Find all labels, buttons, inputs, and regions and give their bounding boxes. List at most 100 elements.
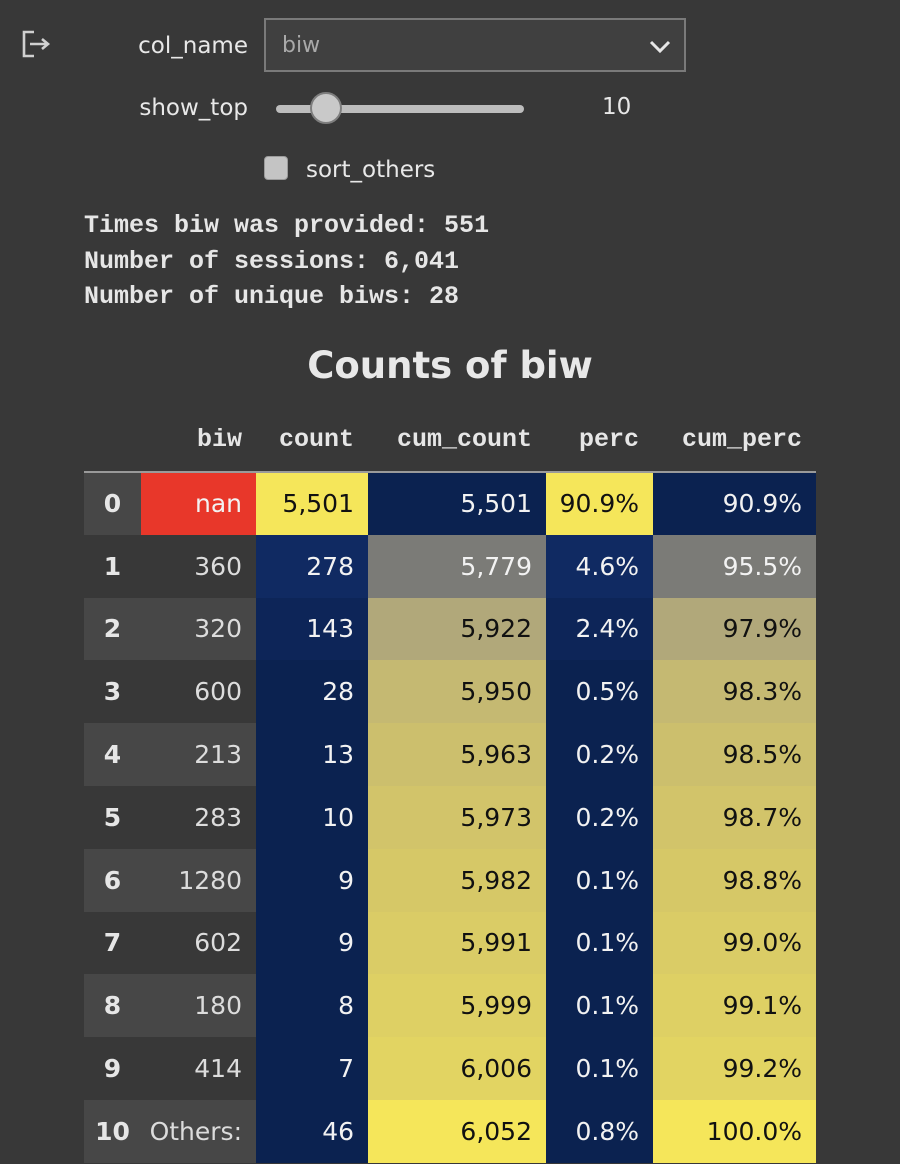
row-index: 8 [84,974,141,1038]
cell-count: 10 [256,785,368,849]
cell-perc: 90.9% [546,472,653,535]
cell-perc: 0.8% [546,1099,653,1163]
cell-count: 28 [256,660,368,724]
cell-cum-perc: 99.1% [653,974,816,1038]
cell-perc: 2.4% [546,597,653,661]
column-header-cum-perc: cum_perc [653,408,816,473]
cell-cum-count: 5,779 [368,534,546,598]
output-toggle-icon[interactable] [20,28,54,60]
cell-cum-count: 5,999 [368,974,546,1038]
stdout-line-unique: Number of unique biws: 28 [84,282,460,311]
cell-perc: 0.5% [546,660,653,724]
sort-others-label[interactable]: sort_others [306,157,436,183]
cell-count: 46 [256,1099,368,1163]
column-header-count: count [256,408,368,473]
table-row: 9 414 7 6,006 0.1% 99.2% [84,1037,816,1100]
column-header-cum-count: cum_count [368,408,546,473]
cell-cum-perc: 97.9% [653,597,816,661]
cell-biw: 213 [141,723,256,786]
row-index: 0 [84,472,141,535]
table-header-row: biw count cum_count perc cum_perc [84,408,816,473]
cell-perc: 0.2% [546,785,653,849]
cell-count: 13 [256,723,368,786]
cell-cum-perc: 95.5% [653,534,816,598]
chevron-down-icon [649,40,671,54]
row-index: 2 [84,597,141,661]
cell-count: 9 [256,911,368,975]
cell-cum-count: 5,991 [368,911,546,975]
table-row: 7 602 9 5,991 0.1% 99.0% [84,911,816,975]
row-index: 9 [84,1037,141,1100]
cell-cum-count: 5,950 [368,660,546,724]
cell-cum-perc: 98.8% [653,848,816,912]
cell-count: 9 [256,848,368,912]
table-caption: Counts of biw [307,344,593,387]
row-index: 10 [84,1099,141,1163]
table-row: 2 320 143 5,922 2.4% 97.9% [84,597,816,661]
table-row: 0 nan 5,501 5,501 90.9% 90.9% [84,472,816,535]
show-top-slider-handle[interactable] [309,92,342,124]
table-row: 3 600 28 5,950 0.5% 98.3% [84,660,816,724]
table-row: 4 213 13 5,963 0.2% 98.5% [84,723,816,786]
cell-perc: 0.2% [546,723,653,786]
row-index: 5 [84,785,141,849]
cell-count: 278 [256,534,368,598]
cell-cum-perc: 98.5% [653,723,816,786]
column-header-index [84,408,141,473]
cell-perc: 0.1% [546,911,653,975]
cell-biw: 360 [141,534,256,598]
row-index: 1 [84,534,141,598]
col-name-label: col_name [138,33,248,59]
cell-count: 8 [256,974,368,1038]
show-top-label: show_top [139,95,248,121]
cell-cum-count: 6,006 [368,1037,546,1100]
row-index: 6 [84,848,141,912]
cell-perc: 0.1% [546,1037,653,1100]
table-row: 6 1280 9 5,982 0.1% 98.8% [84,848,816,912]
column-header-perc: perc [546,408,653,473]
cell-biw: 414 [141,1037,256,1100]
cell-biw: 600 [141,660,256,724]
table-row: 8 180 8 5,999 0.1% 99.1% [84,974,816,1038]
cell-count: 5,501 [256,472,368,535]
cell-cum-count: 5,501 [368,472,546,535]
sort-others-checkbox[interactable] [264,156,288,180]
stdout-text: Times biw was provided: 551 Number of ses… [84,208,489,315]
stdout-line-times-provided: Times biw was provided: 551 [84,211,490,240]
cell-cum-perc: 98.3% [653,660,816,724]
cell-cum-count: 5,973 [368,785,546,849]
cell-biw: 283 [141,785,256,849]
cell-perc: 0.1% [546,848,653,912]
cell-count: 7 [256,1037,368,1100]
cell-cum-perc: 99.2% [653,1037,816,1100]
table-row: 5 283 10 5,973 0.2% 98.7% [84,785,816,849]
show-top-slider-track[interactable] [276,105,524,113]
cell-cum-count: 5,963 [368,723,546,786]
cell-biw: Others: [141,1099,256,1163]
cell-perc: 0.1% [546,974,653,1038]
cell-biw: 180 [141,974,256,1038]
cell-cum-count: 6,052 [368,1099,546,1163]
cell-count: 143 [256,597,368,661]
cell-cum-count: 5,922 [368,597,546,661]
col-name-dropdown[interactable]: biw [264,18,686,72]
cell-cum-count: 5,982 [368,848,546,912]
cell-cum-perc: 100.0% [653,1099,816,1163]
cell-perc: 4.6% [546,534,653,598]
show-top-value: 10 [602,94,632,120]
cell-cum-perc: 98.7% [653,785,816,849]
col-name-selected-value: biw [282,33,321,58]
table-row: 10 Others: 46 6,052 0.8% 100.0% [84,1099,816,1163]
row-index: 7 [84,911,141,975]
cell-cum-perc: 90.9% [653,472,816,535]
cell-biw: 1280 [141,848,256,912]
cell-biw: 602 [141,911,256,975]
row-index: 4 [84,723,141,786]
cell-biw: nan [141,472,256,535]
row-index: 3 [84,660,141,724]
counts-table: biw count cum_count perc cum_perc 0 nan 5,… [84,408,816,1163]
stdout-line-sessions: Number of sessions: 6,041 [84,246,460,276]
table-body: 0 nan 5,501 5,501 90.9% 90.9% 1 360 278 5,779 4.6%… [84,472,816,1163]
cell-cum-perc: 99.0% [653,911,816,975]
